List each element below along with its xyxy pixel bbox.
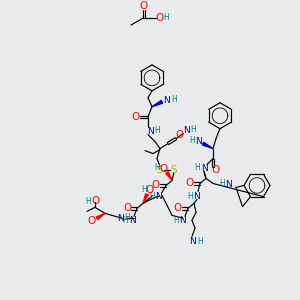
Text: H: H <box>149 192 155 201</box>
Text: O: O <box>91 196 99 206</box>
Text: H: H <box>197 237 203 246</box>
Polygon shape <box>96 213 105 220</box>
Text: H: H <box>154 126 160 135</box>
Text: O: O <box>160 164 168 173</box>
Polygon shape <box>143 194 148 203</box>
Text: H: H <box>219 179 225 188</box>
Text: O: O <box>174 203 182 213</box>
Text: N: N <box>226 180 232 189</box>
Polygon shape <box>166 172 172 181</box>
Text: N: N <box>189 237 195 246</box>
Text: N: N <box>164 96 170 105</box>
Text: H: H <box>141 185 147 194</box>
Text: S: S <box>157 166 163 176</box>
Text: H: H <box>163 13 169 22</box>
Text: H: H <box>124 213 130 222</box>
Text: N: N <box>196 137 202 146</box>
Polygon shape <box>152 100 163 107</box>
Text: O: O <box>146 185 154 195</box>
Text: H: H <box>190 125 196 134</box>
Text: O: O <box>186 178 194 188</box>
Text: H: H <box>85 197 91 206</box>
Text: O: O <box>156 13 164 23</box>
Text: N: N <box>117 214 123 223</box>
Text: O: O <box>152 180 160 190</box>
Text: H: H <box>173 216 179 225</box>
Text: N: N <box>180 216 186 225</box>
Text: H: H <box>189 136 195 145</box>
Text: H: H <box>171 95 177 104</box>
Text: N: N <box>201 164 207 173</box>
Text: H: H <box>194 163 200 172</box>
Text: O: O <box>123 203 131 213</box>
Text: N: N <box>147 127 153 136</box>
Text: O: O <box>176 130 184 140</box>
Text: N: N <box>194 192 200 201</box>
Text: O: O <box>140 1 148 11</box>
Text: N: N <box>183 126 189 135</box>
Text: N: N <box>129 216 135 225</box>
Text: O: O <box>212 166 220 176</box>
Text: H: H <box>154 163 160 172</box>
Text: O: O <box>132 112 140 122</box>
Text: N: N <box>156 192 162 201</box>
Text: O: O <box>87 216 95 226</box>
Text: H: H <box>122 216 128 225</box>
Text: H: H <box>187 192 193 201</box>
Text: S: S <box>171 166 177 176</box>
Polygon shape <box>202 142 213 148</box>
